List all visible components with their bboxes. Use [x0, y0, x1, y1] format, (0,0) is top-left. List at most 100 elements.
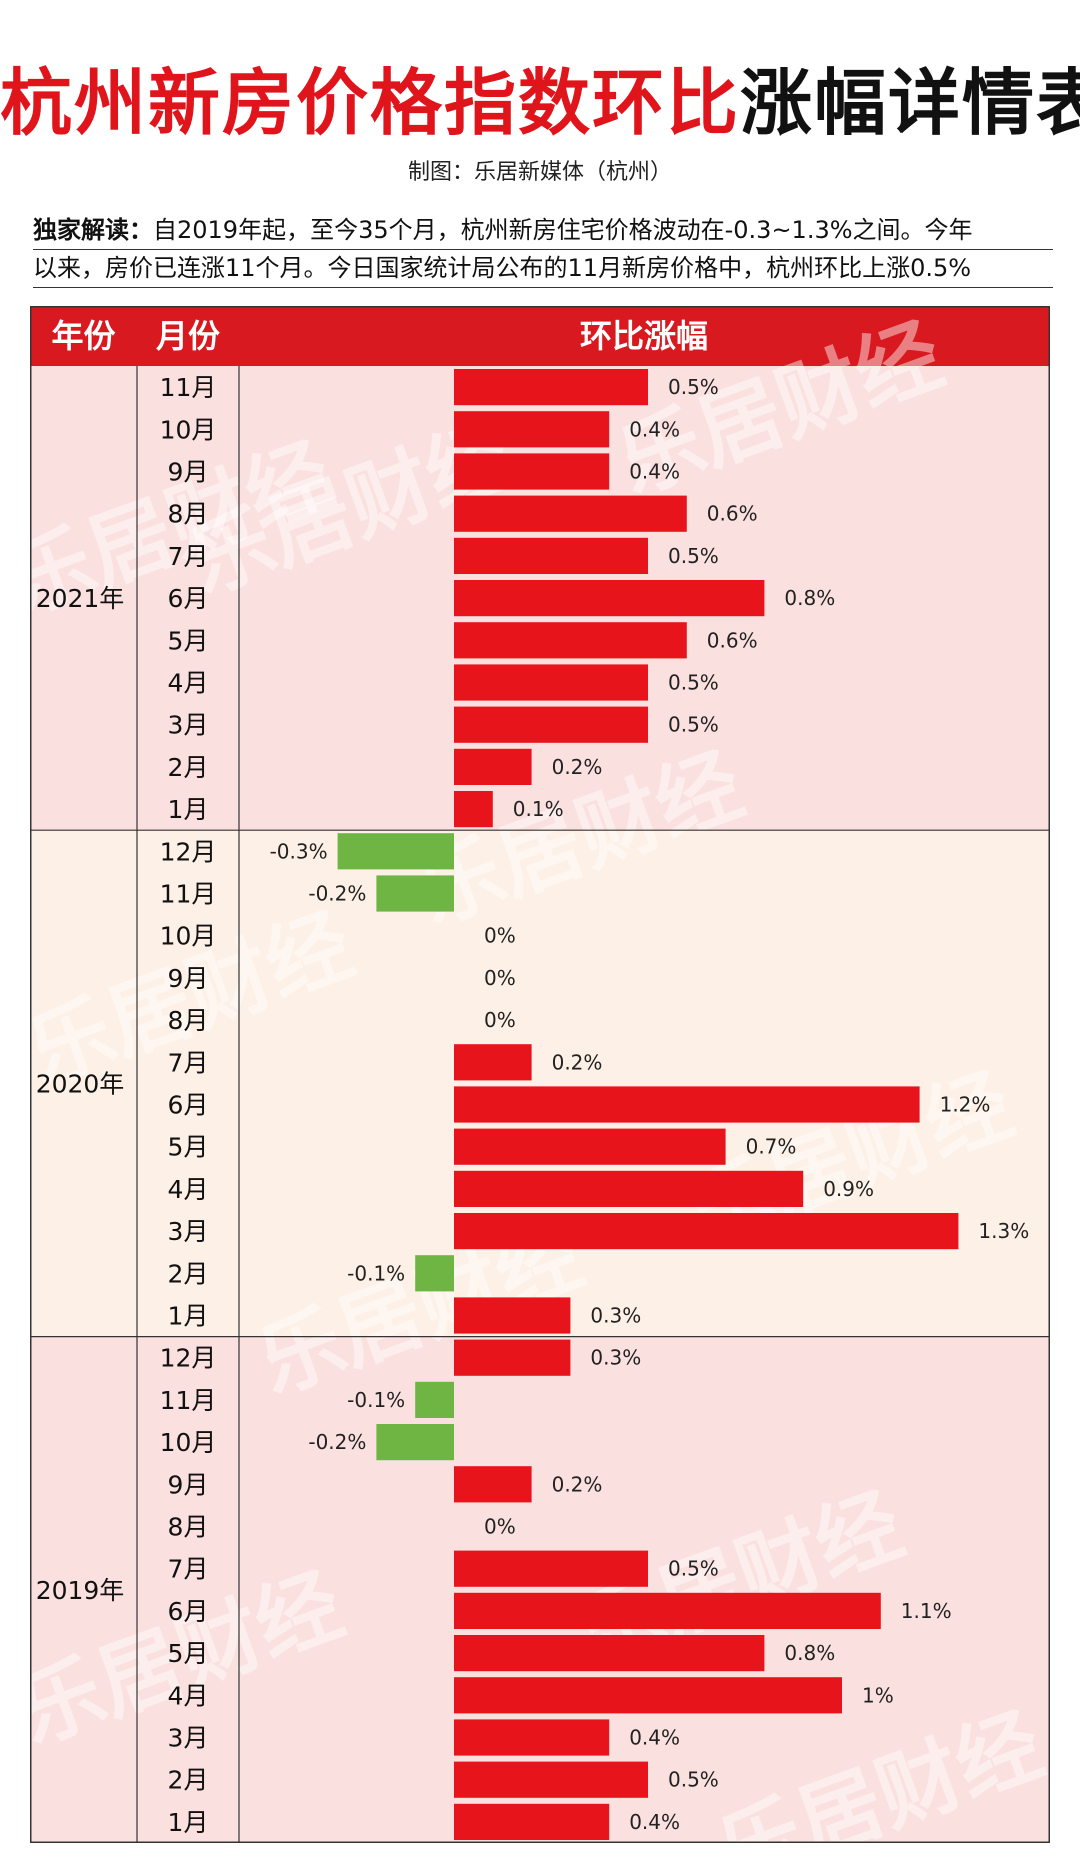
- data-label: -0.1%: [347, 1261, 405, 1285]
- month-label: 8月: [168, 1006, 209, 1035]
- month-label: 2月: [168, 1259, 209, 1288]
- bar-negative: [337, 833, 454, 870]
- intro-line-2: 以来，房价已连涨11个月。今日国家统计局公布的11月新房价格中，杭州环比上涨0.…: [33, 250, 1053, 288]
- month-label: 11月: [160, 373, 217, 402]
- bar-negative: [376, 1424, 454, 1461]
- bar-positive: [454, 580, 765, 617]
- data-label: 0%: [484, 1515, 516, 1539]
- month-label: 2月: [168, 753, 209, 782]
- bar-negative: [376, 875, 454, 912]
- data-label: 1.3%: [978, 1219, 1029, 1243]
- bar-positive: [454, 1592, 881, 1629]
- title-black-part: 涨幅详情表: [740, 61, 1080, 145]
- month-label: 7月: [168, 542, 209, 571]
- data-label: 0.1%: [513, 797, 564, 821]
- month-label: 8月: [168, 1513, 209, 1542]
- bar-positive: [454, 453, 610, 490]
- bar-positive: [454, 1213, 959, 1250]
- data-label: 0.8%: [784, 1641, 835, 1665]
- table-border: [30, 306, 1050, 1843]
- month-label: 11月: [160, 1386, 217, 1415]
- bar-positive: [454, 1635, 765, 1672]
- month-label: 3月: [168, 711, 209, 740]
- intro-text: 独家解读：自2019年起，至今35个月，杭州新房住宅价格波动在-0.3~1.3%…: [33, 212, 1053, 288]
- bar-positive: [454, 411, 610, 448]
- header-bar: [30, 306, 1050, 366]
- month-label: 3月: [168, 1217, 209, 1246]
- month-label: 6月: [168, 1091, 209, 1120]
- month-label: 12月: [160, 837, 217, 866]
- month-label: 11月: [160, 880, 217, 909]
- month-label: 5月: [168, 1639, 209, 1668]
- bar-negative: [415, 1255, 454, 1292]
- month-label: 9月: [168, 1470, 209, 1499]
- data-label: 0%: [484, 966, 516, 990]
- bar-positive: [454, 664, 648, 701]
- year-band-2020年: [30, 830, 1050, 1337]
- bar-positive: [454, 1550, 648, 1587]
- data-label: 0%: [484, 924, 516, 948]
- data-label: 0.6%: [707, 628, 758, 652]
- data-label: 0.4%: [629, 1726, 680, 1750]
- month-label: 6月: [168, 1597, 209, 1626]
- bar-positive: [454, 1044, 532, 1081]
- data-label: 0.5%: [668, 1768, 719, 1792]
- bar-positive: [454, 537, 648, 574]
- data-label: 1%: [862, 1683, 894, 1707]
- month-label: 4月: [168, 1175, 209, 1204]
- data-label: -0.2%: [308, 1430, 366, 1454]
- month-label: 5月: [168, 626, 209, 655]
- data-label: 0.5%: [668, 1557, 719, 1581]
- data-label: 0.2%: [552, 1050, 603, 1074]
- data-label: 1.2%: [940, 1093, 991, 1117]
- data-label: 0.5%: [668, 544, 719, 568]
- data-label: 0.3%: [590, 1304, 641, 1328]
- data-label: 0%: [484, 1008, 516, 1032]
- data-label: -0.3%: [270, 839, 328, 863]
- bar-positive: [454, 1170, 804, 1207]
- month-label: 10月: [160, 415, 217, 444]
- bar-positive: [454, 791, 493, 828]
- data-label: 0.6%: [707, 502, 758, 526]
- intro-line-1-text: 自2019年起，至今35个月，杭州新房住宅价格波动在-0.3~1.3%之间。今年: [153, 216, 973, 244]
- month-label: 2月: [168, 1766, 209, 1795]
- month-label: 10月: [160, 1428, 217, 1457]
- year-label-2019年: 2019年: [36, 1576, 125, 1605]
- year-label-2020年: 2020年: [36, 1069, 125, 1098]
- data-label: 0.9%: [823, 1177, 874, 1201]
- data-label: 0.4%: [629, 1810, 680, 1834]
- intro-line-1: 独家解读：自2019年起，至今35个月，杭州新房住宅价格波动在-0.3~1.3%…: [33, 212, 1053, 250]
- month-label: 4月: [168, 1681, 209, 1710]
- year-band-2019年: [30, 1336, 1050, 1843]
- month-label: 1月: [168, 1808, 209, 1837]
- bar-positive: [454, 1719, 610, 1756]
- data-label: 0.5%: [668, 375, 719, 399]
- month-label: 7月: [168, 1555, 209, 1584]
- data-label: 0.4%: [629, 460, 680, 484]
- intro-label: 独家解读：: [33, 216, 153, 244]
- data-label: 0.5%: [668, 671, 719, 695]
- data-label: 1.1%: [901, 1599, 952, 1623]
- bar-negative: [415, 1381, 454, 1418]
- data-label: 0.5%: [668, 713, 719, 737]
- bar-positive: [454, 706, 648, 743]
- data-label: -0.1%: [347, 1388, 405, 1412]
- year-label-2021年: 2021年: [36, 584, 125, 613]
- bar-positive: [454, 1128, 726, 1165]
- data-label: -0.2%: [308, 882, 366, 906]
- bar-positive: [454, 1677, 842, 1714]
- bar-positive: [454, 622, 687, 659]
- month-label: 9月: [168, 458, 209, 487]
- title-red-part: 杭州新房价格指数环比: [0, 61, 741, 145]
- data-label: 0.7%: [746, 1135, 797, 1159]
- month-label: 1月: [168, 795, 209, 824]
- page-title: 杭州新房价格指数环比涨幅详情表: [0, 58, 1080, 148]
- data-label: 0.8%: [784, 586, 835, 610]
- month-label: 7月: [168, 1048, 209, 1077]
- bar-positive: [454, 1466, 532, 1503]
- data-label: 0.2%: [552, 755, 603, 779]
- bar-positive: [454, 1803, 610, 1840]
- bar-positive: [454, 495, 687, 532]
- month-label: 1月: [168, 1302, 209, 1331]
- header-value: 环比涨幅: [580, 317, 708, 355]
